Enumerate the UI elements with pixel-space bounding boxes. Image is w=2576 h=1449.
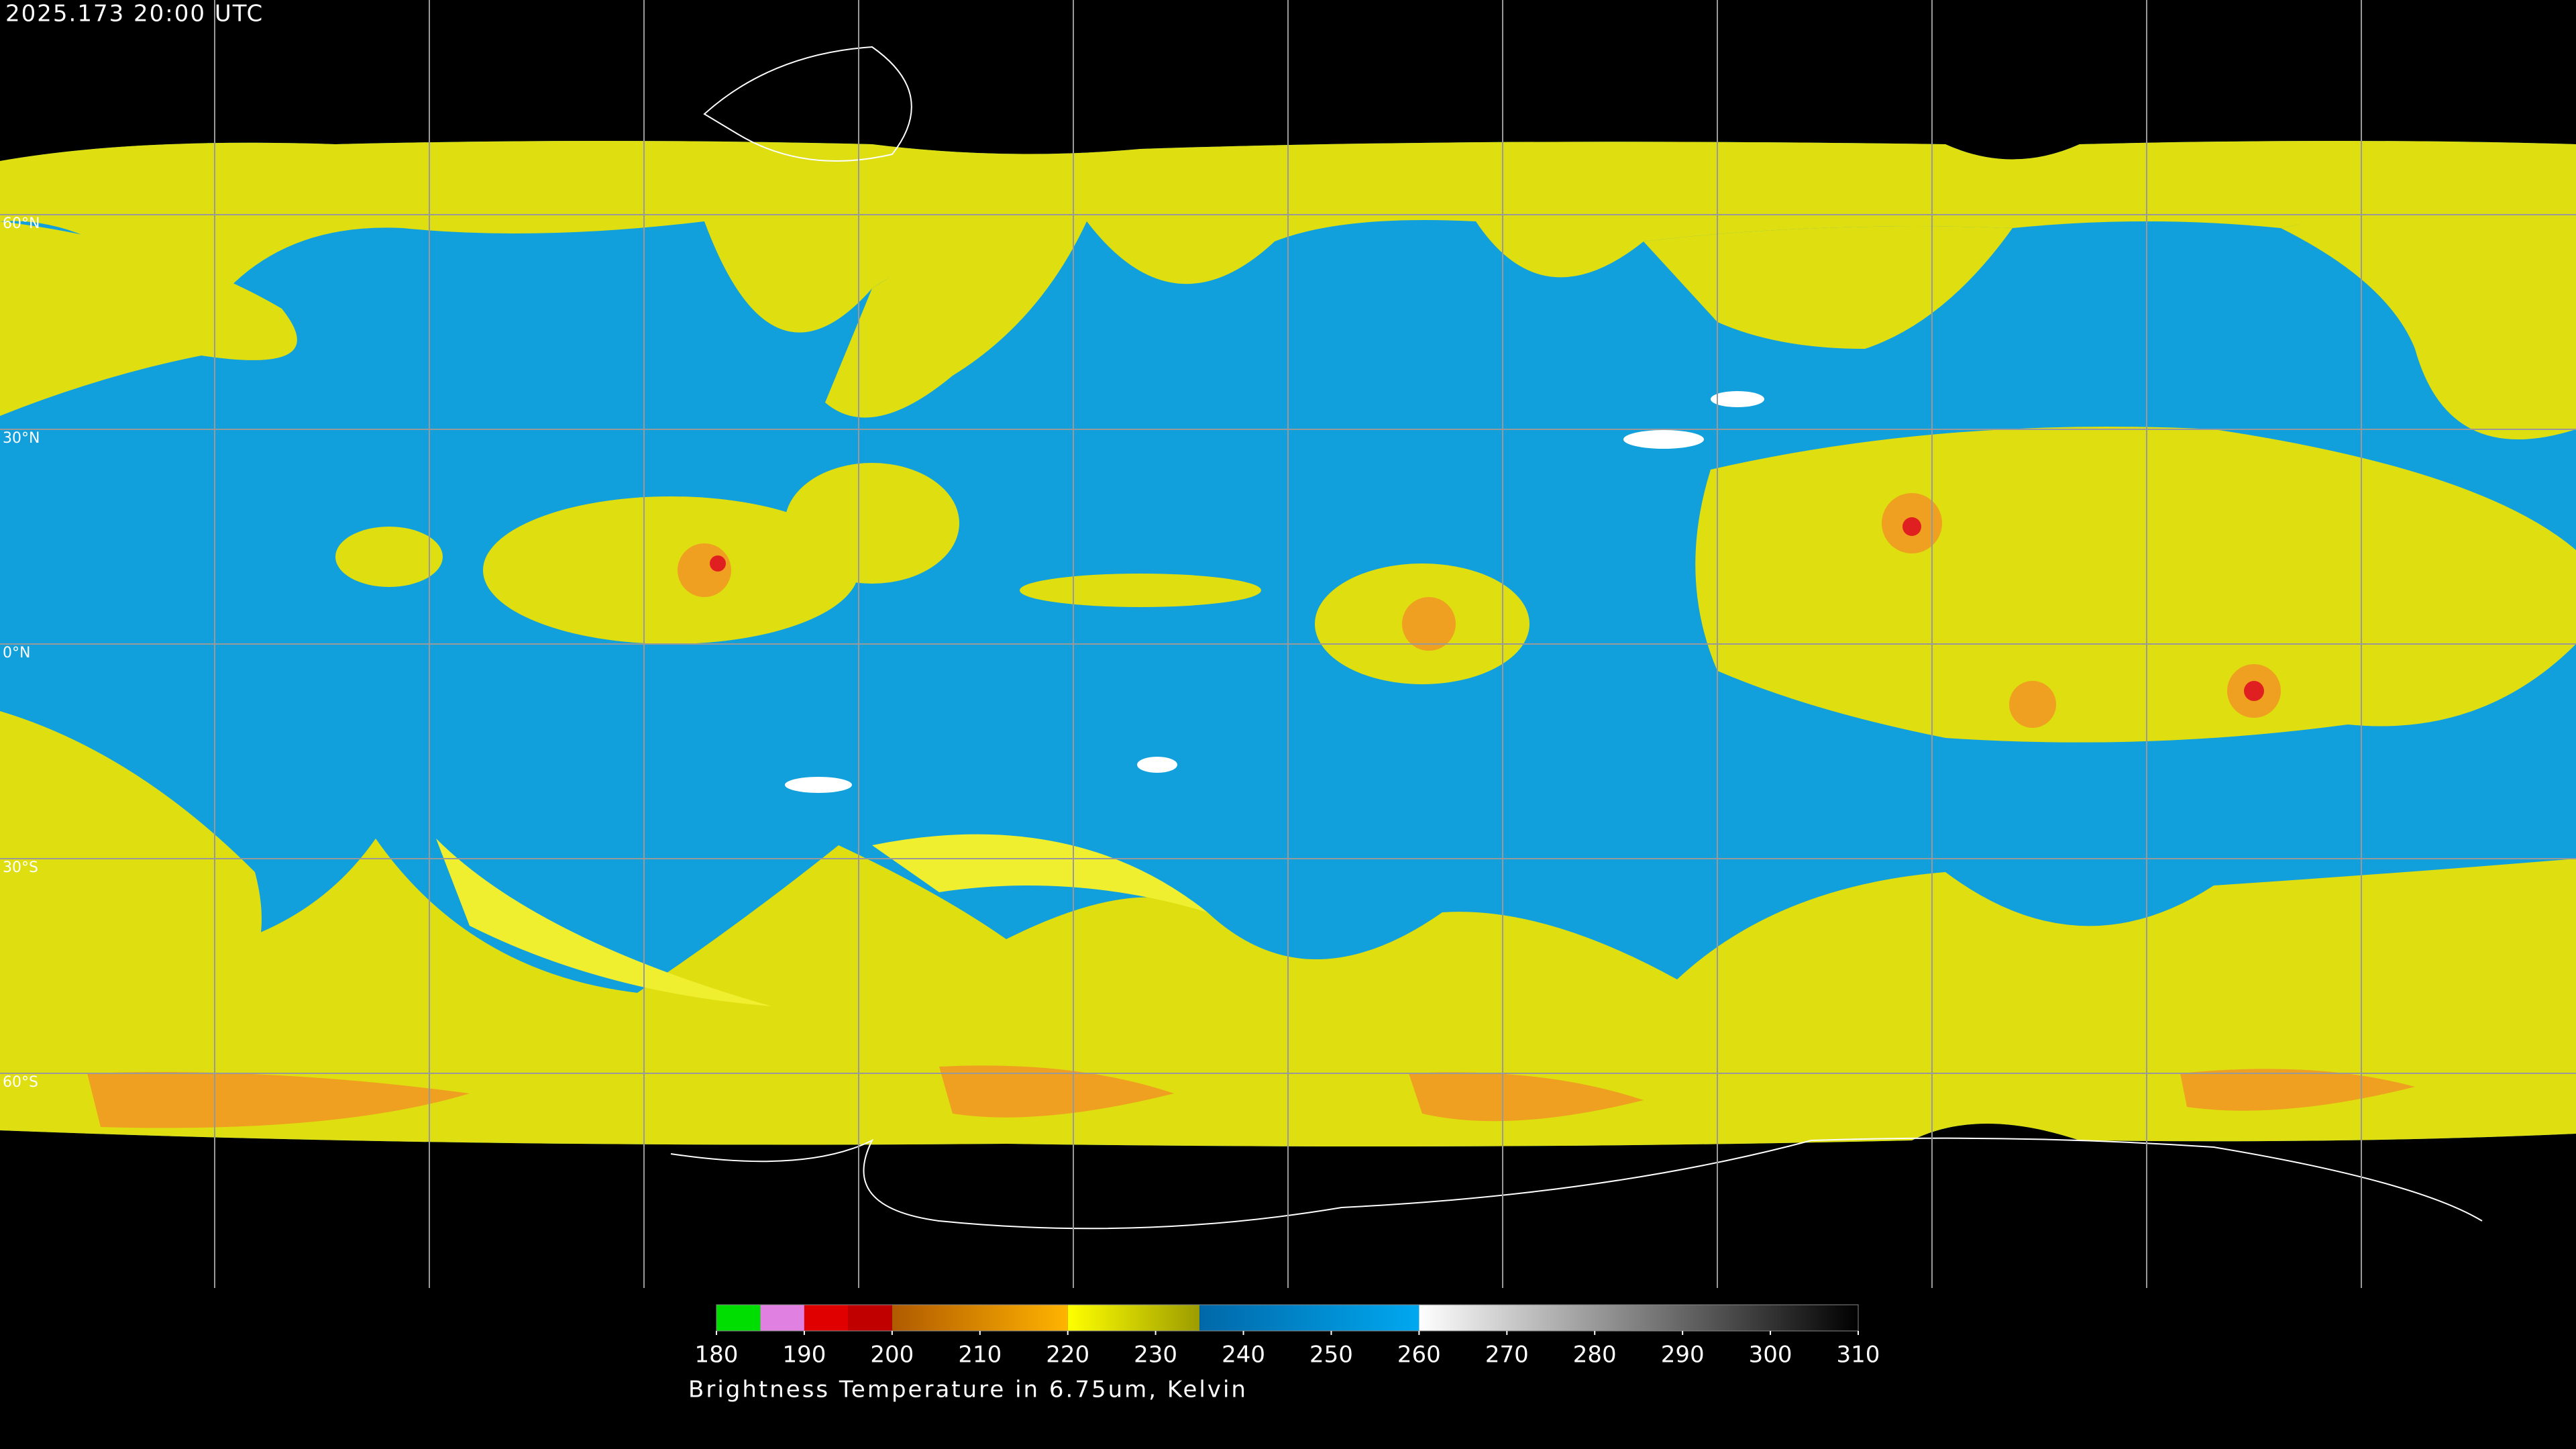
colorbar-frame	[716, 1304, 1859, 1332]
graticule: 60°N 30°N 0°N 30°S 60°S	[0, 0, 2576, 1288]
colorbar-segment	[760, 1305, 804, 1331]
coastlines	[670, 46, 2483, 1230]
colorbar-segment	[1419, 1305, 1858, 1331]
cloud	[0, 711, 262, 1020]
colorbar-tick-label: 290	[1661, 1342, 1705, 1368]
colorbar-tick-label: 250	[1309, 1342, 1353, 1368]
coastline	[670, 1137, 2483, 1230]
colorbar-tick-label: 180	[695, 1342, 739, 1368]
latitude-label: 30°S	[3, 859, 38, 876]
convection	[710, 555, 726, 572]
cloud	[335, 527, 443, 587]
cold-top	[1409, 1072, 1644, 1122]
colorbar-tick-label: 260	[1397, 1342, 1441, 1368]
colorbar-tick-label: 280	[1573, 1342, 1617, 1368]
colorbar-segment	[892, 1305, 1068, 1331]
colorbar-title: Brightness Temperature in 6.75um, Kelvin	[688, 1377, 1248, 1403]
warm-spot	[785, 777, 852, 793]
cold-top	[2180, 1069, 2415, 1111]
timestamp: 2025.173 20:00 UTC	[5, 1, 264, 28]
cloud	[0, 221, 297, 416]
convection	[2009, 681, 2056, 728]
cold-top	[939, 1065, 1174, 1118]
convection	[1902, 517, 1921, 536]
colorbar-tick-label: 190	[782, 1342, 826, 1368]
warm-spot	[1137, 757, 1177, 773]
latitude-label: 30°N	[3, 430, 40, 447]
warm-spot	[1711, 391, 1764, 407]
convection	[678, 543, 731, 597]
colorbar-tick-label: 240	[1222, 1342, 1265, 1368]
cloud	[436, 839, 771, 1006]
colorbar-tick-label: 210	[958, 1342, 1002, 1368]
latitude-label: 0°N	[3, 645, 30, 661]
cloud	[483, 496, 859, 644]
colorbar-segment	[1199, 1305, 1419, 1331]
colorbar-tick-label: 220	[1046, 1342, 1089, 1368]
colorbar-segment	[848, 1305, 892, 1331]
cold-top	[87, 1072, 470, 1128]
cloud	[785, 463, 959, 584]
coastline	[703, 46, 912, 162]
cloud	[872, 834, 1208, 912]
colorbar-tick-label: 230	[1134, 1342, 1177, 1368]
colorbar-tick-label: 200	[870, 1342, 914, 1368]
cloud	[2281, 206, 2576, 439]
convection	[1402, 597, 1456, 651]
colorbar-segment	[1067, 1305, 1200, 1331]
colorbar-tick-label: 310	[1837, 1342, 1880, 1368]
colorbar-segment	[716, 1305, 761, 1331]
colorbar-segment	[804, 1305, 849, 1331]
convection	[2244, 681, 2264, 701]
warm-spot	[1623, 430, 1704, 449]
cloud	[1644, 226, 2012, 349]
latitude-label: 60°S	[3, 1074, 38, 1091]
cloud	[1020, 574, 1261, 607]
cloud	[825, 221, 1087, 418]
colorbar-tick-label: 300	[1749, 1342, 1792, 1368]
colorbar-tick-label: 270	[1485, 1342, 1529, 1368]
latitude-label: 60°N	[3, 215, 40, 232]
